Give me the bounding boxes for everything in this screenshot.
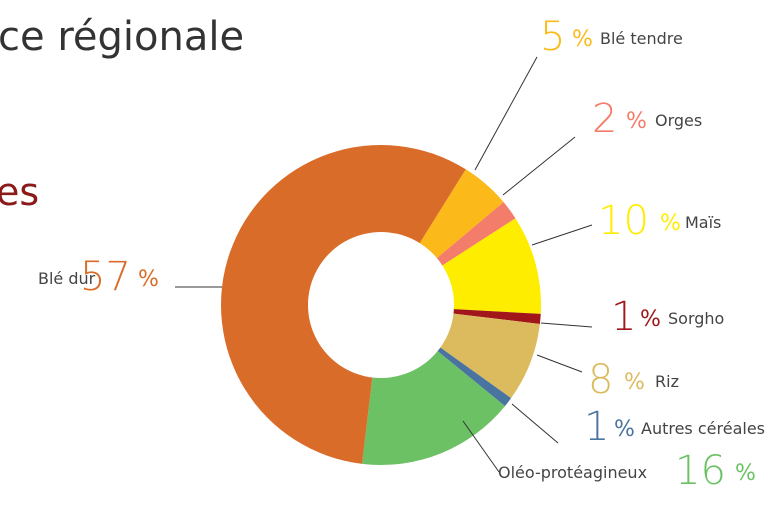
value-label: 1 <box>584 404 609 450</box>
donut-slice <box>437 347 512 407</box>
value-label: 8 <box>588 357 613 403</box>
value-label: 2 <box>592 96 617 142</box>
category-label: Sorgho <box>668 309 724 328</box>
donut-slice <box>419 169 504 259</box>
value-label: 10 <box>598 198 649 244</box>
donut-slice <box>221 144 466 464</box>
unit-label: % <box>138 267 159 292</box>
category-label: Riz <box>655 372 679 391</box>
donut-slice <box>440 313 540 399</box>
donut-slice <box>453 309 541 324</box>
unit-label: % <box>660 211 681 236</box>
value-label: 57 <box>80 254 131 300</box>
category-label: Oléo-protéagineux <box>498 463 647 482</box>
category-label: Autres céréales <box>641 419 765 438</box>
leader-line <box>540 322 593 328</box>
unit-label: % <box>640 307 661 332</box>
unit-label: % <box>614 417 635 442</box>
donut-slice <box>362 351 505 465</box>
unit-label: % <box>572 27 593 52</box>
leader-line <box>462 420 500 473</box>
value-label: 5 <box>540 14 565 60</box>
leader-line <box>474 56 538 171</box>
unit-label: % <box>624 370 645 395</box>
leader-line <box>502 136 576 196</box>
chart-subtitle: es <box>0 170 39 214</box>
category-label: Blé dur <box>38 269 96 288</box>
category-label: Blé tendre <box>600 29 683 48</box>
leader-line <box>511 403 559 444</box>
value-label: 16 <box>675 448 726 494</box>
chart-title: ce régionale <box>0 14 244 60</box>
unit-label: % <box>626 109 647 134</box>
donut-slice <box>436 202 516 266</box>
value-label: 1 <box>611 294 636 340</box>
leader-line <box>536 354 583 373</box>
leader-line <box>531 224 593 246</box>
donut-slice <box>442 218 541 314</box>
category-label: Orges <box>655 111 702 130</box>
category-label: Maïs <box>685 213 721 232</box>
unit-label: % <box>735 461 756 486</box>
